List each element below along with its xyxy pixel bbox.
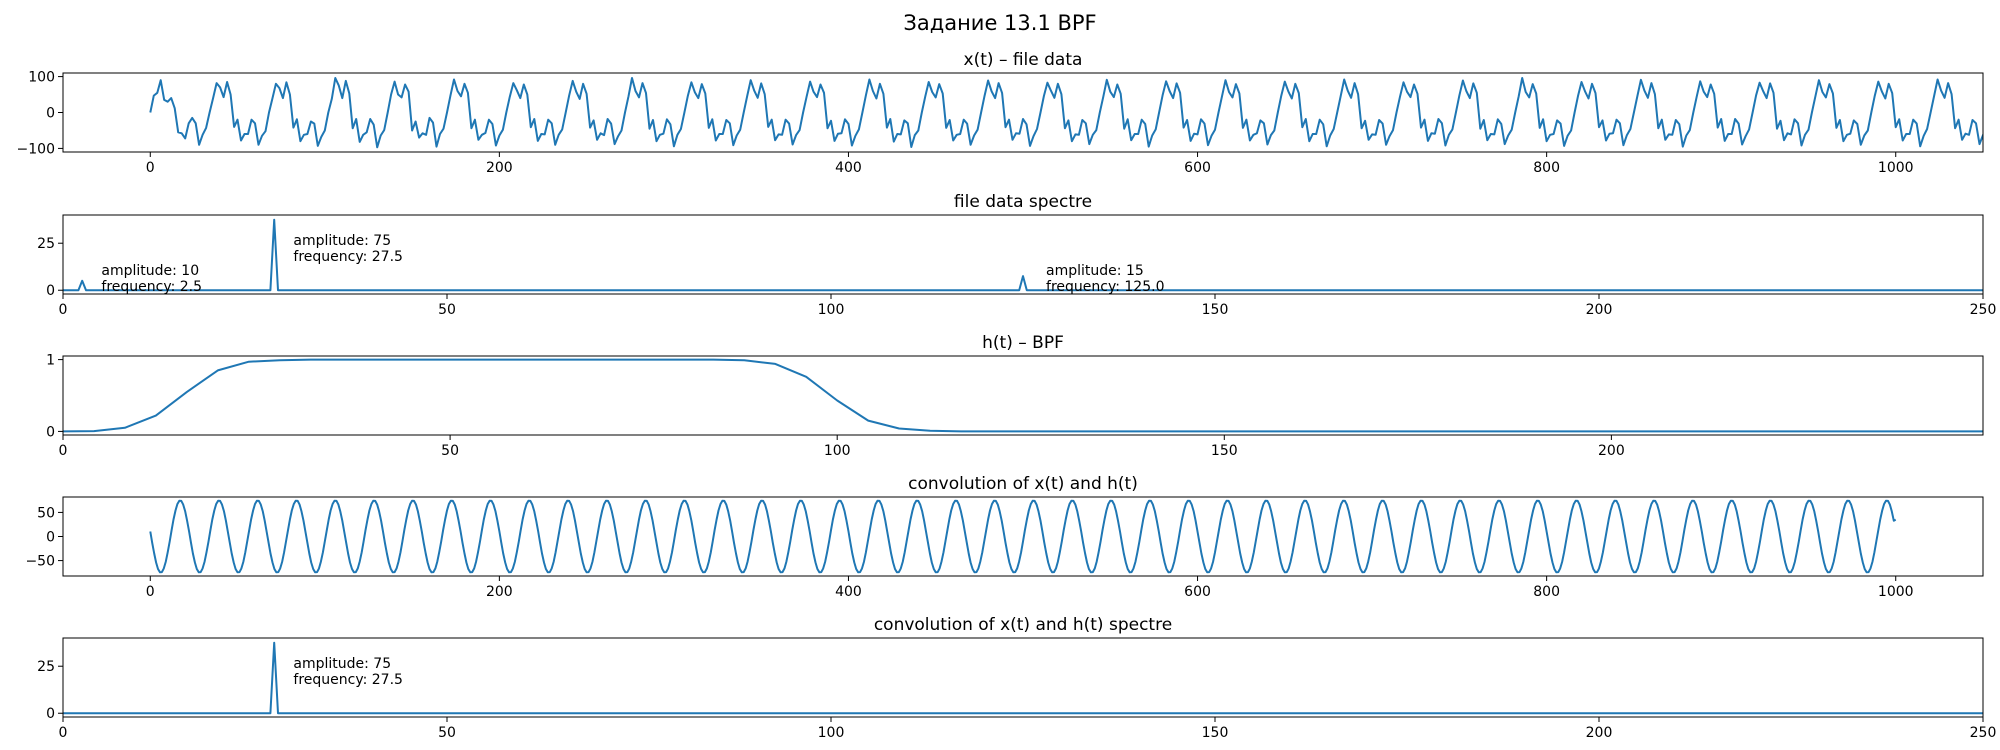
axes-frame <box>62 355 1984 436</box>
x-tick-label: 200 <box>486 160 513 176</box>
axes-frame <box>62 637 1984 718</box>
annotation-line: amplitude: 15 <box>1046 263 1144 279</box>
y-tick-label: 0 <box>46 424 55 440</box>
panel-title: convolution of x(t) and h(t) <box>908 474 1138 494</box>
x-tick-label: 600 <box>1184 160 1211 176</box>
y-tick-label: 25 <box>37 236 55 252</box>
y-tick-label: 1 <box>46 353 55 369</box>
y-tick-label: 0 <box>46 283 55 299</box>
panel-title: h(t) – BPF <box>982 333 1064 353</box>
y-tick-label: 0 <box>46 530 55 546</box>
annotation-line: amplitude: 75 <box>293 656 391 672</box>
x-tick-label: 1000 <box>1878 584 1914 600</box>
x-tick-label: 100 <box>818 302 845 318</box>
x-tick-label: 250 <box>1970 725 1997 741</box>
x-tick-label: 150 <box>1202 725 1229 741</box>
x-tick-label: 400 <box>835 584 862 600</box>
annotation-line: amplitude: 10 <box>101 263 199 279</box>
x-tick-label: 100 <box>824 443 851 459</box>
x-tick-label: 200 <box>486 584 513 600</box>
series-line <box>63 218 1983 292</box>
x-tick-label: 1000 <box>1878 160 1914 176</box>
annotation-line: frequency: 125.0 <box>1046 279 1164 295</box>
x-tick-label: 0 <box>59 725 68 741</box>
x-tick-label: 50 <box>438 725 456 741</box>
peak-annotation: amplitude: 75 frequency: 27.5 <box>293 233 403 265</box>
series-line <box>63 358 1983 433</box>
y-tick-label: 100 <box>28 70 55 86</box>
x-tick-label: 150 <box>1202 302 1229 318</box>
x-tick-label: 200 <box>1586 302 1613 318</box>
chart-panel-1: x(t) – file data 0 200 400 600 800 1000 −100 0 10… <box>17 50 1984 176</box>
peak-annotation: amplitude: 75 frequency: 27.5 <box>293 656 403 688</box>
chart-panel-4: convolution of x(t) and h(t) 0 200 400 600 80… <box>25 474 1984 600</box>
x-tick-label: 250 <box>1970 302 1997 318</box>
chart-panel-3: h(t) – BPF 0 50 100 150 200 0 1 <box>46 333 1984 459</box>
peak-annotation: amplitude: 15 frequency: 125.0 <box>1046 263 1164 295</box>
x-tick-label: 0 <box>59 302 68 318</box>
figure-title: Задание 13.1 BPF <box>903 11 1096 35</box>
x-tick-label: 50 <box>438 302 456 318</box>
series-line <box>149 499 1897 574</box>
series-line <box>149 77 1983 149</box>
x-tick-label: 200 <box>1586 725 1613 741</box>
chart-panel-2: file data spectre 0 50 100 150 200 250 0 25 ampli… <box>37 192 1996 318</box>
annotation-line: amplitude: 75 <box>293 233 391 249</box>
annotation-line: frequency: 27.5 <box>293 672 403 688</box>
y-tick-label: 0 <box>46 706 55 722</box>
annotation-line: frequency: 2.5 <box>101 279 202 295</box>
x-tick-label: 200 <box>1598 443 1625 459</box>
x-tick-label: 0 <box>146 160 155 176</box>
panel-title: convolution of x(t) and h(t) spectre <box>874 615 1172 635</box>
series-line <box>63 641 1983 715</box>
chart-panel-5: convolution of x(t) and h(t) spectre 0 50 1… <box>37 615 1996 741</box>
y-tick-label: −100 <box>17 141 55 157</box>
x-tick-label: 150 <box>1211 443 1238 459</box>
x-tick-label: 0 <box>146 584 155 600</box>
panel-title: x(t) – file data <box>964 50 1083 70</box>
y-tick-label: −50 <box>25 554 55 570</box>
panel-title: file data spectre <box>954 192 1092 212</box>
peak-annotation: amplitude: 10 frequency: 2.5 <box>101 263 202 295</box>
x-tick-label: 800 <box>1533 584 1560 600</box>
x-tick-label: 600 <box>1184 584 1211 600</box>
x-tick-label: 50 <box>441 443 459 459</box>
x-tick-label: 800 <box>1533 160 1560 176</box>
y-tick-label: 0 <box>46 106 55 122</box>
y-tick-label: 50 <box>37 505 55 521</box>
annotation-line: frequency: 27.5 <box>293 249 403 265</box>
y-tick-label: 25 <box>37 659 55 675</box>
x-tick-label: 400 <box>835 160 862 176</box>
x-tick-label: 100 <box>818 725 845 741</box>
axes-frame <box>62 214 1984 295</box>
x-tick-label: 0 <box>59 443 68 459</box>
